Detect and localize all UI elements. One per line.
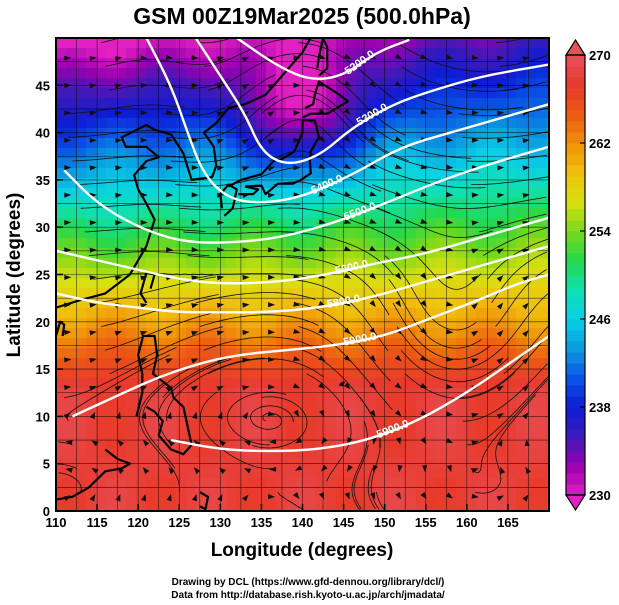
contour-0	[236, 38, 410, 81]
y-tick-label-25: 25	[36, 268, 50, 283]
y-tick-label-0: 0	[43, 504, 50, 519]
x-tick-label-150: 150	[374, 515, 396, 530]
x-tick-label-155: 155	[415, 515, 437, 530]
y-tick-label-15: 15	[36, 362, 50, 377]
contour-3	[63, 145, 549, 244]
map-plot-area	[56, 38, 549, 511]
y-tick-label-30: 30	[36, 220, 50, 235]
colorbar-label-238: 238	[589, 400, 611, 415]
contour-7	[170, 335, 549, 453]
x-tick-label-120: 120	[127, 515, 149, 530]
map-title: GSM 00Z19Mar2025 (500.0hPa)	[133, 3, 471, 29]
colorbar-label-230: 230	[589, 488, 611, 503]
colorbar-max-arrow	[564, 38, 587, 56]
y-tick-label-45: 45	[36, 78, 50, 93]
y-tick-label-5: 5	[43, 457, 50, 472]
contour-6	[71, 273, 549, 418]
y-axis-ticks: 0 5 10 15 20 25 30 35 40 45	[36, 78, 63, 519]
colorbar-label-254: 254	[589, 224, 611, 239]
contour-2	[145, 38, 549, 204]
x-tick-label-145: 145	[333, 515, 355, 530]
colorbar-label-270: 270	[589, 48, 611, 63]
x-tick-label-125: 125	[168, 515, 190, 530]
colorbar-label-246: 246	[589, 312, 611, 327]
x-tick-label-130: 130	[209, 515, 231, 530]
x-tick-label-165: 165	[497, 515, 519, 530]
contour-1	[194, 38, 549, 165]
y-tick-label-20: 20	[36, 315, 50, 330]
contour-4	[56, 216, 549, 285]
y-axis-title: Latitude (degrees)	[4, 193, 25, 358]
credit-line-2: Data from http://database.rish.kyoto-u.a…	[171, 590, 445, 601]
height-contours	[56, 38, 549, 453]
x-axis-title: Longitude (degrees)	[211, 540, 394, 561]
x-tick-label-110: 110	[46, 515, 67, 530]
colorbar-min-arrow	[564, 494, 587, 512]
colorbar-frame	[565, 54, 586, 496]
x-tick-label-160: 160	[456, 515, 478, 530]
x-axis-ticks: 110 115 120 125 130 135 140 145 150 155 160 165	[46, 504, 519, 530]
credit-line-1: Drawing by DCL (https://www.gfd-dennou.o…	[172, 577, 445, 588]
y-tick-label-40: 40	[36, 126, 50, 141]
y-tick-label-35: 35	[36, 173, 50, 188]
x-tick-label-140: 140	[292, 515, 314, 530]
contour-5	[56, 244, 549, 314]
x-tick-label-115: 115	[87, 515, 108, 530]
colorbar: 230 238 246 254 262 270	[564, 38, 611, 512]
lat-lon-grid	[56, 38, 549, 511]
x-tick-label-135: 135	[251, 515, 273, 530]
y-tick-label-10: 10	[36, 409, 50, 424]
colorbar-label-262: 262	[589, 136, 611, 151]
